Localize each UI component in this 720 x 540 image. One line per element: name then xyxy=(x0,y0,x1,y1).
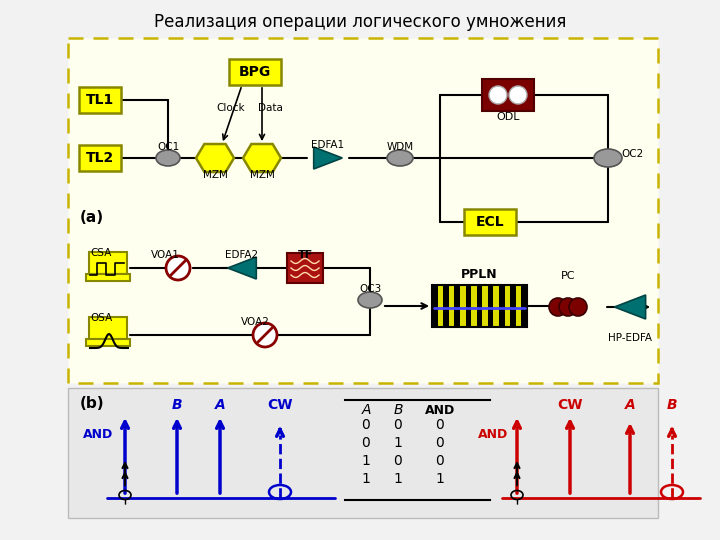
Ellipse shape xyxy=(594,149,622,167)
Text: OC2: OC2 xyxy=(621,149,643,159)
Text: 1: 1 xyxy=(361,454,370,468)
Circle shape xyxy=(253,323,277,347)
Text: OC3: OC3 xyxy=(359,284,381,294)
FancyBboxPatch shape xyxy=(521,285,527,327)
Text: CSA: CSA xyxy=(90,248,112,258)
Text: B: B xyxy=(171,398,182,412)
FancyBboxPatch shape xyxy=(89,317,127,339)
Text: VOA2: VOA2 xyxy=(240,317,269,327)
Text: AND: AND xyxy=(425,403,455,416)
Text: 0: 0 xyxy=(436,418,444,432)
Text: A: A xyxy=(625,398,635,412)
Polygon shape xyxy=(196,144,234,172)
Text: Data: Data xyxy=(258,103,282,113)
Circle shape xyxy=(489,86,507,104)
Text: Clock: Clock xyxy=(217,103,246,113)
FancyBboxPatch shape xyxy=(79,145,121,171)
Text: CW: CW xyxy=(557,398,582,412)
Text: 1: 1 xyxy=(394,436,402,450)
Text: CW: CW xyxy=(267,398,293,412)
Text: B: B xyxy=(393,403,402,417)
Text: MZM: MZM xyxy=(202,170,228,180)
FancyBboxPatch shape xyxy=(229,59,281,85)
Text: 0: 0 xyxy=(436,454,444,468)
Text: 0: 0 xyxy=(361,418,370,432)
FancyBboxPatch shape xyxy=(89,252,127,274)
Text: B: B xyxy=(667,398,678,412)
FancyBboxPatch shape xyxy=(86,274,130,281)
Text: A: A xyxy=(215,398,225,412)
FancyBboxPatch shape xyxy=(454,285,460,327)
Polygon shape xyxy=(614,295,646,319)
Text: EDFA2: EDFA2 xyxy=(225,250,258,260)
Text: (a): (a) xyxy=(80,211,104,226)
Text: 0: 0 xyxy=(394,454,402,468)
Text: MZM: MZM xyxy=(250,170,274,180)
FancyBboxPatch shape xyxy=(510,285,516,327)
Circle shape xyxy=(509,86,527,104)
FancyBboxPatch shape xyxy=(86,339,130,346)
FancyBboxPatch shape xyxy=(432,285,438,327)
Text: HP-EDFA: HP-EDFA xyxy=(608,333,652,343)
Text: WDM: WDM xyxy=(387,142,413,152)
FancyBboxPatch shape xyxy=(466,285,471,327)
Text: OSA: OSA xyxy=(90,313,112,323)
Text: ODL: ODL xyxy=(496,112,520,122)
Ellipse shape xyxy=(358,292,382,308)
Text: AND: AND xyxy=(83,429,113,442)
FancyBboxPatch shape xyxy=(432,285,527,327)
Text: ECL: ECL xyxy=(476,215,504,229)
Text: TL1: TL1 xyxy=(86,93,114,107)
Ellipse shape xyxy=(387,150,413,166)
Text: PPLN: PPLN xyxy=(462,268,498,281)
Text: 0: 0 xyxy=(436,436,444,450)
Text: (b): (b) xyxy=(80,395,104,410)
Text: A: A xyxy=(361,403,371,417)
Text: TF: TF xyxy=(297,250,312,260)
Text: 0: 0 xyxy=(394,418,402,432)
Text: VOA1: VOA1 xyxy=(150,250,179,260)
Circle shape xyxy=(559,298,577,316)
FancyBboxPatch shape xyxy=(482,79,534,111)
Text: 1: 1 xyxy=(394,472,402,486)
Text: 1: 1 xyxy=(361,472,370,486)
Text: AND: AND xyxy=(478,429,508,442)
FancyBboxPatch shape xyxy=(79,87,121,113)
Circle shape xyxy=(166,256,190,280)
Polygon shape xyxy=(243,144,281,172)
FancyBboxPatch shape xyxy=(488,285,493,327)
Ellipse shape xyxy=(156,150,180,166)
Text: 1: 1 xyxy=(436,472,444,486)
FancyBboxPatch shape xyxy=(499,285,505,327)
Text: TL2: TL2 xyxy=(86,151,114,165)
FancyBboxPatch shape xyxy=(444,285,449,327)
FancyBboxPatch shape xyxy=(68,38,658,383)
Text: PC: PC xyxy=(561,271,575,281)
FancyBboxPatch shape xyxy=(287,253,323,283)
Text: EDFA1: EDFA1 xyxy=(312,140,345,150)
Text: Реализация операции логического умножения: Реализация операции логического умножени… xyxy=(154,13,566,31)
FancyBboxPatch shape xyxy=(464,209,516,235)
Text: OC1: OC1 xyxy=(157,142,179,152)
Polygon shape xyxy=(228,257,256,279)
Circle shape xyxy=(569,298,587,316)
FancyBboxPatch shape xyxy=(477,285,482,327)
Polygon shape xyxy=(314,147,342,169)
FancyBboxPatch shape xyxy=(68,388,658,518)
Circle shape xyxy=(549,298,567,316)
Text: BPG: BPG xyxy=(239,65,271,79)
Text: 0: 0 xyxy=(361,436,370,450)
